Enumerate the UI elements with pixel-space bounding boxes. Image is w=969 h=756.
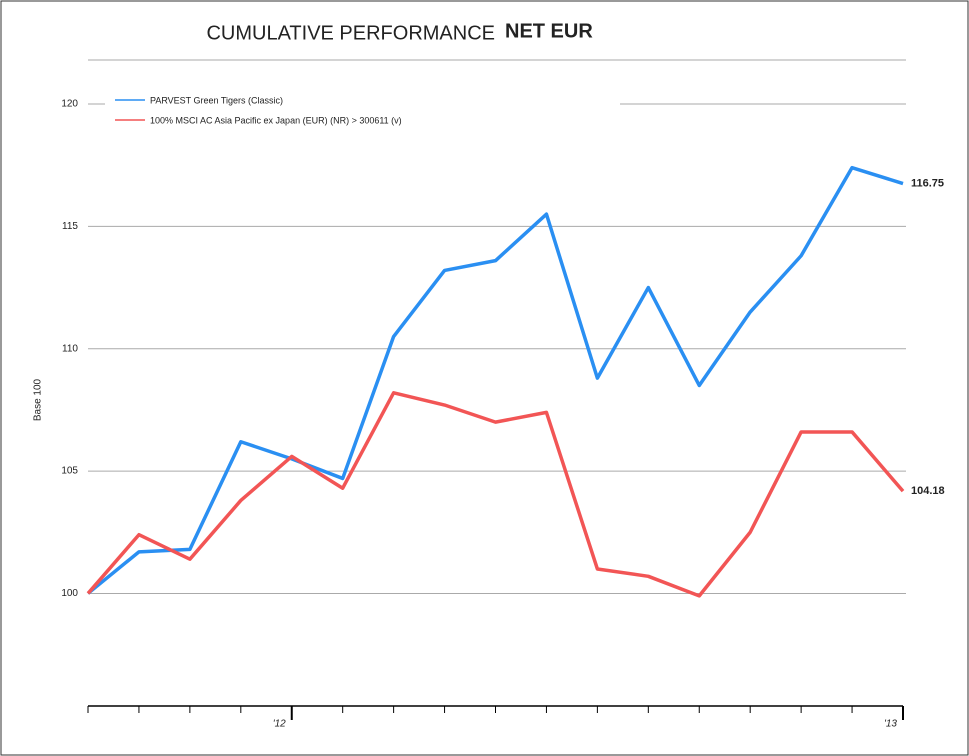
series-line: [86, 391, 905, 598]
y-tick-label: 110: [62, 343, 78, 354]
y-tick-label: 120: [61, 99, 78, 110]
chart-title: CUMULATIVE PERFORMANCE: [206, 22, 495, 44]
end-value-label: 116.75: [911, 177, 944, 189]
legend-background: [105, 92, 620, 132]
chart-subtitle: NET EUR: [505, 20, 593, 42]
y-axis-label: Base 100: [33, 378, 44, 421]
x-tick-label: '13: [884, 719, 897, 730]
y-tick-label: 105: [61, 466, 78, 477]
legend-label: 100% MSCI AC Asia Pacific ex Japan (EUR)…: [150, 115, 402, 125]
legend-label: PARVEST Green Tigers (Classic): [150, 95, 283, 105]
series-line: [86, 165, 904, 595]
y-tick-label: 115: [62, 221, 78, 232]
x-tick-label: '12: [273, 719, 286, 730]
y-tick-label: 100: [61, 588, 78, 599]
end-value-label: 104.18: [911, 485, 945, 497]
